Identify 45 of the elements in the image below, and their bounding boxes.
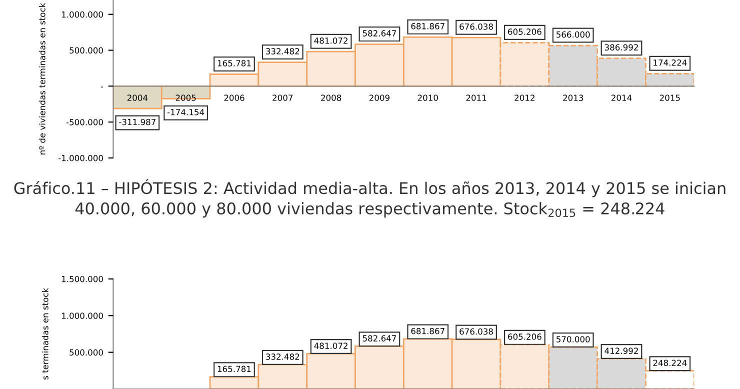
x-tick-label: 2013 xyxy=(563,94,584,101)
x-tick-label: 2009 xyxy=(369,94,390,101)
data-label: 332.482 xyxy=(266,48,300,54)
x-tick-label: 2008 xyxy=(321,94,342,101)
data-label: -311.987 xyxy=(119,118,156,126)
data-label: 605.206 xyxy=(508,28,542,35)
data-label: 566.000 xyxy=(556,31,590,38)
y-tick-label: -500.000 xyxy=(66,119,103,126)
data-label: -174.154 xyxy=(168,109,204,116)
y-tick-label: 1.000.000 xyxy=(62,11,103,18)
data-label: 605.206 xyxy=(508,334,542,340)
data-label: 582.647 xyxy=(362,335,396,342)
data-label: 165.781 xyxy=(218,366,251,372)
y-tick-label: 500.000 xyxy=(70,47,103,54)
x-tick-label: 2006 xyxy=(224,94,244,101)
x-tick-label: 2010 xyxy=(418,94,438,101)
x-tick-label: 2012 xyxy=(514,94,534,101)
y-tick-label: 1.000.000 xyxy=(62,312,103,319)
data-label: 412.992 xyxy=(604,348,638,354)
y-axis-title: s terminadas en stock xyxy=(42,288,48,380)
data-label: 676.038 xyxy=(460,328,493,335)
data-label: 582.647 xyxy=(362,30,396,36)
x-tick-label: 2005 xyxy=(176,94,196,101)
data-label: 676.038 xyxy=(460,23,493,30)
data-label: 481.072 xyxy=(314,37,348,44)
y-tick-label: 1.500.000 xyxy=(62,276,103,282)
data-label: 165.781 xyxy=(218,60,251,66)
data-label: 681.867 xyxy=(411,23,444,30)
data-label: 481.072 xyxy=(314,342,348,349)
y-tick-label: -1.000.000 xyxy=(58,154,103,162)
data-label: 386.992 xyxy=(604,44,638,51)
x-tick-label: 2007 xyxy=(272,94,293,101)
y-tick-label: 500.000 xyxy=(70,349,103,356)
data-label: 332.482 xyxy=(266,354,300,360)
data-label: 681.867 xyxy=(411,328,444,334)
y-tick-label: - xyxy=(100,86,104,88)
x-tick-label: 2014 xyxy=(612,94,632,101)
x-tick-label: 2004 xyxy=(127,94,148,101)
data-label: 174.224 xyxy=(654,59,687,66)
chart-title: Gráfico.11 – HIPÓTESIS 2: Actividad media-alta. En los años 2013, 2014 y 2015 se inician 40.000, 60.000 y 80.000 viviendas respectivamente. Stock$_{2015}$ = 248.224 xyxy=(14,179,726,218)
x-tick-label: 2011 xyxy=(466,94,486,101)
y-axis-title: nº de viviendas terminadas en stock xyxy=(38,2,46,154)
x-tick-label: 2015 xyxy=(660,94,680,101)
data-label: 248.224 xyxy=(653,360,687,366)
data-label: 570.000 xyxy=(556,336,590,342)
